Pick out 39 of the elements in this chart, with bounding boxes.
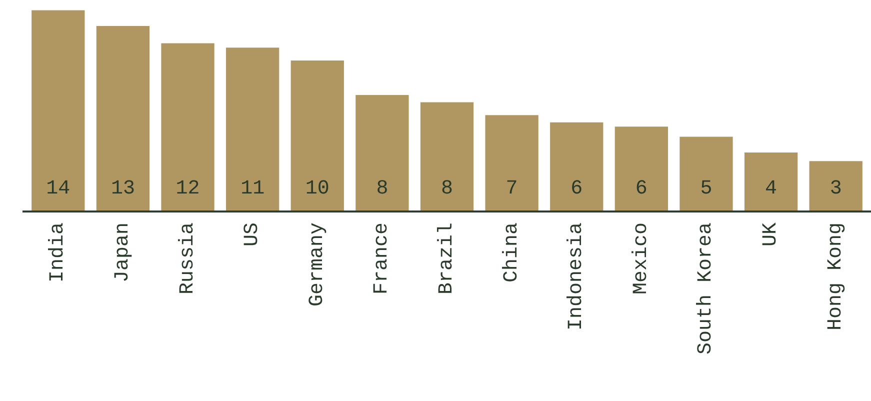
- bar: [420, 102, 474, 212]
- bar: [614, 126, 668, 212]
- x-tick-label: Hong Kong: [824, 222, 848, 331]
- bar: [356, 95, 409, 212]
- bar: [32, 10, 85, 212]
- data-label: 8: [376, 178, 388, 200]
- bar: [226, 48, 280, 212]
- bar: [290, 60, 344, 212]
- bar: [550, 122, 604, 212]
- bar: [485, 115, 538, 212]
- bar: [680, 136, 733, 212]
- x-tick-label: US: [241, 222, 264, 247]
- bar: [744, 152, 798, 212]
- data-label: 5: [700, 178, 712, 200]
- x-tick-label: Mexico: [630, 222, 653, 295]
- x-tick-label: India: [46, 222, 70, 283]
- data-label: 10: [305, 178, 330, 200]
- data-label: 4: [765, 178, 778, 200]
- data-label: 6: [635, 178, 648, 200]
- x-tick-label: UK: [760, 222, 783, 247]
- x-tick-label: Japan: [111, 222, 134, 283]
- x-tick-label: South Korea: [694, 222, 718, 355]
- data-label: 13: [110, 178, 135, 200]
- x-tick-label: France: [370, 222, 394, 295]
- x-tick-label: Brazil: [436, 222, 458, 295]
- data-label: 11: [240, 178, 265, 200]
- data-label: 7: [506, 178, 518, 200]
- x-tick-label: China: [500, 222, 524, 283]
- x-tick-label: Germany: [306, 222, 329, 307]
- data-label: 8: [441, 178, 454, 200]
- x-tick-label: Indonesia: [565, 222, 588, 331]
- bar: [161, 43, 214, 212]
- data-label: 3: [830, 178, 842, 200]
- bar: [96, 26, 150, 212]
- data-label: 12: [176, 178, 200, 200]
- data-label: 6: [570, 178, 583, 200]
- bar: [809, 161, 862, 212]
- x-tick-label: Russia: [176, 222, 200, 295]
- data-label: 14: [46, 178, 70, 200]
